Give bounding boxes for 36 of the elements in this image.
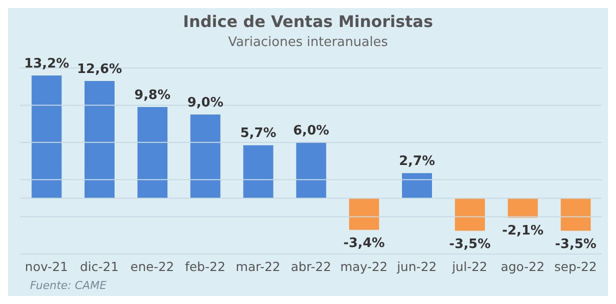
x-tick-label: ago-22 [500,258,545,274]
data-label: -2,1% [502,224,544,239]
bar [137,107,168,198]
x-tick-label: abr-22 [290,258,332,274]
bar [454,198,485,231]
data-label: 2,7% [398,154,436,170]
data-label: 5,7% [240,126,276,142]
chart-subtitle: Variaciones interanuales [227,35,389,50]
bar [560,198,591,231]
x-tick-label: jun-22 [396,258,437,274]
bar [402,173,432,198]
x-tick-label: mar-22 [236,258,280,274]
x-tick-label: feb-22 [184,258,226,274]
data-label: -3,4% [343,236,385,251]
bar [349,198,380,230]
bar [296,142,326,198]
data-label: 6,0% [293,123,330,138]
x-tick-label: dic-21 [80,258,119,274]
bar [243,145,274,198]
bar [84,81,115,198]
x-tick-label: ene-22 [130,258,174,274]
bar [32,75,62,198]
chart-title: Indice de Ventas Minoristas [182,12,434,31]
x-tick-label: jul-22 [451,258,488,274]
data-label: 9,0% [187,96,224,110]
data-label: 13,2% [24,56,70,72]
x-tick-label: nov-21 [24,258,68,274]
x-tick-label: may-22 [340,258,388,274]
data-label: -3,5% [555,236,596,252]
source-note: Fuente: CAME [30,279,107,292]
bar [190,114,220,198]
data-label: 12,6% [76,62,122,78]
bar [508,198,538,218]
data-label: 9,8% [134,88,170,104]
x-tick-label: sep-22 [554,258,597,274]
data-label: -3,5% [449,236,491,252]
